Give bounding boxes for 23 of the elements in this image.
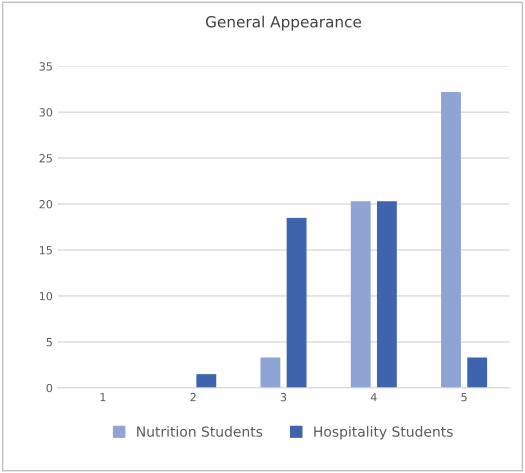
y-tick-label: 10 [40, 292, 52, 300]
legend-label: Hospitality Students [314, 426, 453, 440]
bar [376, 201, 397, 388]
x-tick-label: 1 [100, 393, 106, 402]
x-tick-label: 2 [190, 392, 196, 402]
bar [441, 92, 461, 388]
bar [260, 358, 280, 388]
y-tick-label: 15 [40, 246, 52, 254]
y-tick-label: 20 [40, 200, 52, 208]
bar [467, 358, 488, 388]
y-tick-label: 35 [40, 62, 52, 71]
y-tick-label: 0 [46, 384, 52, 392]
chart-title: General Appearance [206, 16, 362, 31]
x-tick-label: 3 [280, 392, 286, 402]
y-tick-label: 5 [46, 338, 52, 346]
x-tick-label: 5 [461, 393, 467, 402]
y-tick-label: 25 [40, 154, 52, 162]
y-tick-label: 30 [40, 108, 52, 117]
legend-label: Nutrition Students [137, 426, 262, 437]
bar [350, 201, 371, 388]
bar [196, 374, 216, 388]
x-tick-label: 4 [370, 393, 377, 402]
bar [286, 218, 307, 388]
